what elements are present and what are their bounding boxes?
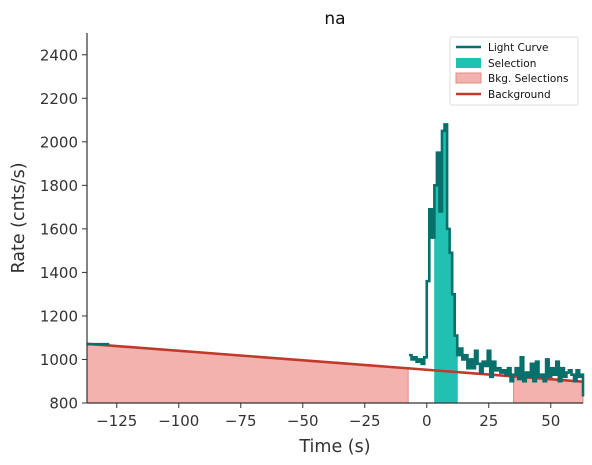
selection-fill xyxy=(434,124,458,403)
legend-swatch-selection xyxy=(456,58,481,68)
x-tick-label: −100 xyxy=(158,412,199,430)
y-tick-label: 800 xyxy=(49,395,78,413)
light-curve-line xyxy=(408,123,585,397)
x-tick-label: 0 xyxy=(422,412,432,430)
background-line xyxy=(86,342,584,383)
x-tick-label: −50 xyxy=(287,412,319,430)
selection-area xyxy=(434,124,458,403)
legend-box xyxy=(449,36,579,106)
y-tick-label: 1000 xyxy=(40,351,78,369)
background-line-group xyxy=(86,342,584,383)
x-tick-label: 25 xyxy=(479,412,498,430)
bkg-selection-area-1 xyxy=(86,343,409,404)
x-axis-label: Time (s) xyxy=(298,437,370,457)
x-tick-label: −25 xyxy=(349,412,381,430)
legend-label-selection: Selection xyxy=(488,58,536,70)
y-axis-label: Rate (cnts/s) xyxy=(9,162,29,273)
y-ticks: 800 1000 1200 1400 1600 1800 2000 2200 2400 xyxy=(40,46,87,413)
light-curve-group xyxy=(87,123,585,397)
x-tick-label: −125 xyxy=(96,412,137,430)
y-tick-label: 2000 xyxy=(40,133,78,151)
x-tick-label: −75 xyxy=(225,412,257,430)
y-tick-label: 2200 xyxy=(40,90,78,108)
x-ticks: −125 −100 −75 −50 −25 0 25 50 xyxy=(96,403,560,430)
legend-swatch-bkg-selections xyxy=(455,72,482,84)
axes xyxy=(86,33,583,404)
chart-title: na xyxy=(324,9,345,29)
y-tick-label: 2400 xyxy=(40,46,78,64)
y-tick-label: 1400 xyxy=(40,264,78,282)
legend-label-background: Background xyxy=(488,89,551,101)
legend-label-bkg-selections: Bkg. Selections xyxy=(488,73,568,85)
legend: Light Curve Selection Bkg. Selections Ba… xyxy=(449,36,579,106)
legend-label-light-curve: Light Curve xyxy=(488,42,549,54)
y-tick-label: 1800 xyxy=(40,177,78,195)
x-tick-label: 50 xyxy=(541,412,560,430)
y-tick-label: 1200 xyxy=(40,307,78,325)
y-tick-label: 1600 xyxy=(40,220,78,238)
